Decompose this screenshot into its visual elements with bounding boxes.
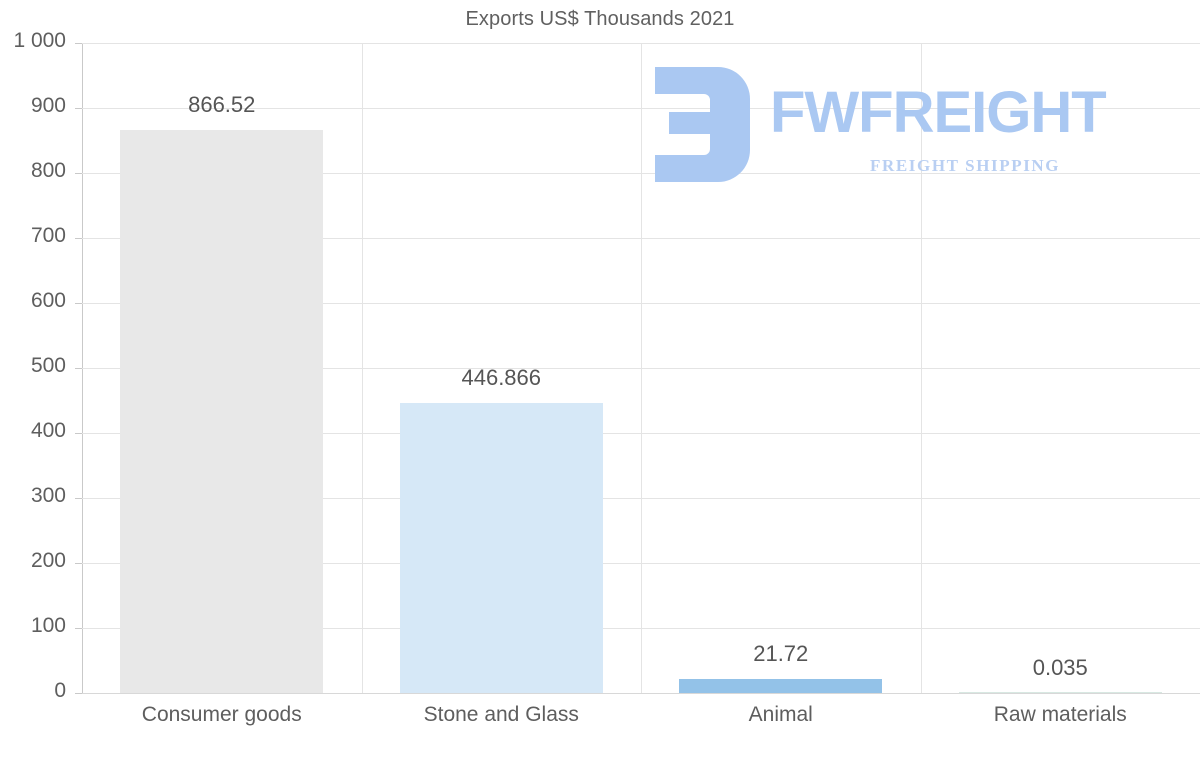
gridline-vertical: [362, 43, 363, 693]
bar-animal[interactable]: [679, 678, 883, 693]
x-axis-label-raw-materials: Raw materials: [993, 703, 1127, 726]
gridline-vertical: [921, 43, 922, 693]
y-axis-tick-mark: [75, 563, 82, 564]
gridline-horizontal: [82, 693, 1200, 694]
bar-consumer-goods[interactable]: [120, 129, 324, 693]
y-axis-tick-label: 800: [30, 159, 66, 182]
y-axis-tick-label: 500: [30, 354, 66, 377]
bar-stone-and-glass[interactable]: [399, 402, 603, 693]
x-axis-label-stone-and-glass: Stone and Glass: [423, 703, 579, 726]
y-axis-tick-mark: [75, 108, 82, 109]
gridline-vertical: [641, 43, 642, 693]
chart-title: Exports US$ Thousands 2021: [465, 8, 735, 30]
y-axis-tick-label: 600: [30, 289, 66, 312]
y-axis-tick-label: 200: [30, 549, 66, 572]
y-axis-tick-label: 100: [30, 614, 66, 637]
bar-value-label: 21.72: [753, 640, 809, 666]
y-axis-tick-mark: [75, 43, 82, 44]
bar-raw-materials[interactable]: [958, 692, 1162, 693]
y-axis-tick-mark: [75, 368, 82, 369]
y-axis-tick-mark: [75, 238, 82, 239]
plot-area: 866.52 446.866 21.72 0.035: [82, 43, 1200, 694]
y-axis-tick-mark: [75, 433, 82, 434]
bar-value-label: 0.035: [1032, 654, 1088, 680]
y-axis-tick-label: 300: [30, 484, 66, 507]
y-axis-tick-label: 400: [30, 419, 66, 442]
x-axis-label-animal: Animal: [748, 703, 813, 726]
y-axis-tick-mark: [75, 173, 82, 174]
y-axis-tick-mark: [75, 498, 82, 499]
y-axis-tick-label: 0: [54, 679, 66, 702]
y-axis-tick-label: 700: [30, 224, 66, 247]
y-axis-tick-mark: [75, 303, 82, 304]
x-axis-label-consumer-goods: Consumer goods: [141, 703, 302, 726]
y-axis-tick-mark: [75, 693, 82, 694]
y-axis-tick-mark: [75, 628, 82, 629]
y-axis-tick-label: 1 000: [13, 29, 66, 52]
bar-value-label: 866.52: [188, 91, 256, 117]
bar-value-label: 446.866: [461, 364, 542, 390]
y-axis-tick-label: 900: [30, 94, 66, 117]
